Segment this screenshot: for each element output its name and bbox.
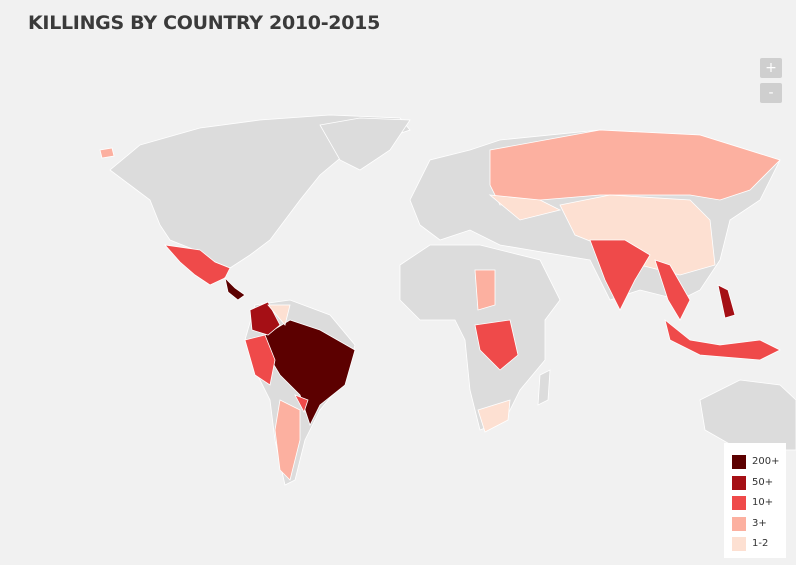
legend-item: 200+	[732, 455, 779, 469]
country	[717, 284, 736, 319]
country	[664, 318, 781, 361]
north-america	[109, 114, 411, 269]
country	[244, 334, 276, 386]
legend-label: 50+	[752, 476, 774, 488]
legend-label: 200+	[752, 456, 780, 467]
legend-swatch	[732, 455, 746, 469]
country	[294, 394, 309, 414]
country	[559, 194, 716, 276]
country	[264, 319, 356, 427]
country	[274, 399, 301, 481]
legend-item: 10+	[732, 496, 773, 510]
greenland	[319, 117, 411, 171]
legend-swatch	[732, 496, 746, 510]
legend-label: 3+	[752, 517, 767, 529]
country	[267, 304, 291, 326]
country	[474, 319, 519, 371]
madagascar	[537, 369, 551, 406]
map-title: KILLINGS BY COUNTRY 2010-2015	[28, 12, 380, 34]
country	[99, 147, 115, 159]
country	[474, 269, 496, 311]
countries	[99, 129, 781, 481]
country	[477, 399, 511, 433]
legend-item: 50+	[732, 475, 774, 490]
legend-item: 1-2	[732, 537, 768, 551]
country	[249, 301, 281, 336]
legend-swatch	[732, 475, 746, 490]
legend-item: 3+	[732, 516, 767, 531]
country	[488, 194, 562, 221]
zoom-out-button[interactable]: -	[760, 83, 782, 103]
legend: 200+ 50+ 10+ 3+ 1-2	[724, 443, 786, 558]
legend-label: 10+	[752, 497, 774, 508]
legend-swatch	[732, 537, 746, 551]
australia	[699, 379, 796, 451]
country	[589, 239, 651, 311]
country	[224, 276, 246, 301]
legend-swatch	[732, 516, 746, 531]
legend-label: 1-2	[752, 538, 769, 549]
country	[654, 259, 691, 321]
zoom-in-button[interactable]: +	[760, 58, 782, 78]
